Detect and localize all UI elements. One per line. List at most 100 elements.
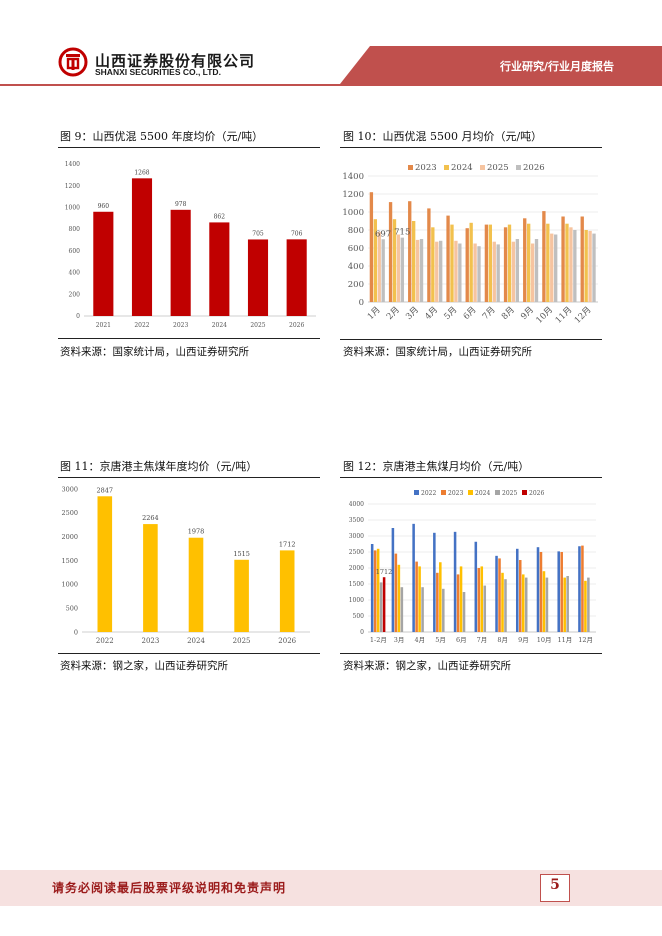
bar-2023-6月 [465, 228, 469, 302]
legend-swatch-2025 [480, 165, 485, 170]
bar-2025-10月 [545, 577, 549, 632]
bar-2023-11月 [561, 216, 565, 302]
y-tick-label: 500 [66, 604, 78, 612]
bar-2022-9月 [515, 548, 519, 632]
data-label: 2264 [142, 514, 159, 522]
bar-2026-12月 [592, 233, 596, 302]
legend-label-2023: 2023 [415, 163, 437, 173]
bar-2025-8月 [504, 579, 507, 632]
bar-2025-11月 [566, 576, 569, 632]
x-tick-label: 9月 [519, 305, 536, 322]
y-tick-label: 2000 [349, 565, 364, 572]
x-tick-label: 6月 [456, 636, 467, 644]
x-tick-label: 5月 [435, 636, 446, 644]
bar-2025 [247, 239, 269, 316]
bar-2024-12月 [584, 230, 588, 302]
data-label: 960 [98, 203, 110, 210]
bar-2022-12月 [578, 546, 581, 632]
y-tick-label: 1500 [349, 581, 364, 588]
x-tick-label: 2021 [96, 322, 111, 329]
y-tick-label: 3000 [61, 485, 78, 493]
bar-2023-12月 [581, 545, 584, 632]
y-tick-label: 200 [348, 280, 364, 290]
figure-10-source: 资料来源：国家统计局，山西证券研究所 [343, 346, 532, 358]
bar-2026-8月 [515, 239, 520, 302]
bar-2024-6月 [469, 222, 473, 302]
bar-2025-12月 [588, 230, 592, 302]
bar-2026 [279, 550, 295, 632]
bar-2025-7月 [492, 241, 496, 302]
bar-2022 [131, 178, 153, 316]
bar-2023-1月 [369, 192, 374, 302]
bar-2022-11月 [557, 551, 560, 632]
legend-label-2023: 2023 [448, 490, 463, 497]
x-tick-label: 9月 [518, 636, 529, 644]
bar-2023-2月 [388, 202, 393, 302]
bar-2023-7月 [484, 224, 489, 302]
bar-2025-6月 [462, 592, 466, 632]
bar-2024-10月 [542, 571, 546, 632]
figure-11-chart: 0 500 1000 1500 2000 2500 3000 2847 2022 2264 2023… [61, 485, 310, 645]
y-tick-label: 3000 [349, 533, 364, 540]
bar-2024 [188, 537, 204, 632]
bar-2023-4月 [427, 208, 431, 302]
data-label: 1268 [134, 169, 149, 176]
page-header: 山西证券股份有限公司 SHANXI SECURITIES CO., LTD. 行… [0, 0, 662, 92]
x-tick-label: 10月 [537, 636, 552, 644]
bar-2024-12月 [584, 580, 587, 632]
y-tick-label: 1400 [65, 161, 80, 168]
bar-2023 [170, 209, 191, 316]
y-tick-label: 1400 [342, 172, 364, 182]
bar-2024-11月 [565, 223, 569, 302]
y-tick-label: 1000 [349, 597, 364, 604]
figure-9-bottom-rule [58, 338, 320, 339]
y-tick-label: 1000 [342, 208, 364, 218]
legend-swatch-2025 [495, 490, 500, 495]
legend-label-2024: 2024 [451, 163, 473, 173]
data-label: 706 [291, 230, 303, 237]
y-tick-label: 1200 [342, 190, 364, 200]
x-tick-label: 6月 [462, 305, 479, 322]
bar-2024-8月 [507, 224, 512, 302]
bar-2023-5月 [436, 572, 439, 632]
bar-2022-8月 [495, 555, 498, 632]
bar-2025-10月 [550, 233, 554, 302]
bar-2024-1-2月 [376, 548, 380, 632]
y-tick-label: 1000 [65, 205, 80, 212]
figure-12-top-rule [340, 477, 602, 479]
y-tick-label: 600 [348, 244, 364, 254]
y-tick-label: 0 [74, 628, 78, 636]
x-tick-label: 11月 [558, 636, 573, 644]
x-tick-label: 12月 [578, 636, 593, 644]
bar-2025-9月 [530, 243, 535, 302]
bar-2025-8月 [511, 241, 516, 302]
header-banner [340, 46, 662, 84]
x-tick-label: 2023 [173, 322, 188, 329]
bar-2023-9月 [518, 560, 522, 632]
data-label: 2847 [97, 486, 114, 494]
bar-2024-5月 [450, 224, 454, 302]
legend-swatch-2023 [408, 165, 413, 170]
bar-2024-7月 [480, 566, 484, 632]
bar-2021 [93, 211, 114, 316]
x-tick-label: 2022 [96, 637, 114, 645]
figure-12-source: 资料来源：钢之家，山西证券研究所 [343, 660, 511, 672]
y-tick-label: 3500 [349, 517, 364, 524]
bar-2025-4月 [435, 241, 439, 302]
data-label: 1978 [188, 528, 205, 536]
bar-2022-7月 [474, 541, 478, 632]
bar-2023-9月 [523, 218, 527, 302]
y-tick-label: 2500 [349, 549, 364, 556]
y-tick-label: 2000 [61, 533, 78, 541]
bar-2023-11月 [560, 552, 563, 632]
x-tick-label: 3月 [394, 636, 405, 644]
y-tick-label: 0 [76, 313, 80, 320]
x-tick-label: 2025 [233, 637, 251, 645]
data-label: 1712 [279, 540, 296, 548]
x-tick-label: 2025 [250, 322, 265, 329]
figure-10-top-rule [340, 147, 602, 149]
legend-swatch-2022 [414, 490, 419, 495]
x-tick-label: 2026 [289, 322, 304, 329]
x-tick-label: 12月 [573, 305, 594, 326]
x-tick-label: 2026 [278, 637, 296, 645]
